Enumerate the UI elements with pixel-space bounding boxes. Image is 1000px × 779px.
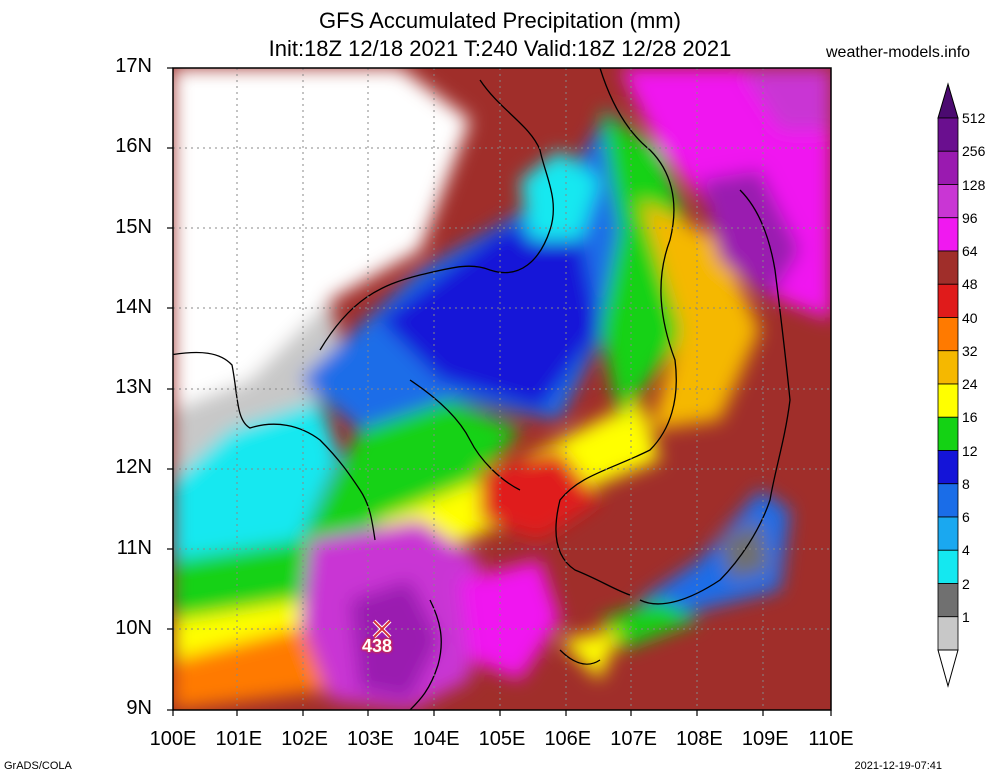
colorbar-swatch (937, 184, 959, 219)
lon-tick-label: 101E (215, 728, 263, 750)
colorbar-label: 128 (962, 176, 986, 193)
footer-left: GrADS/COLA (4, 760, 72, 772)
colorbar-label: 6 (962, 509, 970, 525)
lon-tick-label: 103E (347, 728, 394, 750)
lon-tick-label: 104E (412, 728, 460, 750)
colorbar-swatch (937, 383, 959, 418)
colorbar-swatch (937, 350, 959, 385)
lon-tick-label: 109E (741, 728, 789, 750)
colorbar-swatch (937, 117, 959, 152)
colorbar-label: 48 (962, 276, 978, 293)
colorbar-label: 2 (962, 575, 970, 592)
colorbar-label: 512 (962, 110, 986, 126)
lon-tick-label: 102E (281, 728, 328, 750)
lat-tick-label: 9N (126, 697, 152, 719)
site-credit: weather-models.info (826, 44, 971, 61)
colorbar-label: 96 (962, 209, 978, 226)
footer-timestamp: 2021-12-19-07:41 (854, 760, 942, 772)
colorbar-label: 64 (962, 243, 978, 259)
lat-tick-label: 16N (115, 135, 152, 158)
lat-tick-label: 15N (115, 215, 152, 238)
colorbar-bottom-arrow (937, 649, 959, 688)
map-title: GFS Accumulated Precipitation (mm) (319, 8, 681, 33)
max-value-label: 438 (362, 636, 393, 656)
colorbar-label: 24 (962, 376, 978, 392)
lon-tick-label: 110E (808, 728, 854, 750)
colorbar-swatch (937, 583, 959, 618)
colorbar-label: 32 (962, 342, 978, 359)
colorbar-label: 16 (962, 409, 978, 426)
colorbar-swatch (937, 150, 959, 185)
axis-ticks (167, 67, 832, 716)
colorbar-swatch (937, 283, 959, 318)
lon-tick-label: 105E (478, 728, 526, 750)
coastlines (173, 68, 791, 710)
map-subtitle: Init:18Z 12/18 2021 T:240 Valid:18Z 12/2… (268, 36, 732, 61)
lon-tick-label: 108E (676, 728, 723, 750)
colorbar-swatch (937, 416, 959, 451)
lat-tick-label: 13N (115, 376, 152, 398)
colorbar-swatch (937, 250, 959, 285)
map-grid (173, 68, 831, 710)
colorbar-swatch (937, 317, 959, 352)
colorbar-label: 8 (962, 475, 970, 492)
colorbar-top-arrow (937, 82, 959, 119)
colorbar (937, 82, 959, 688)
lon-tick-label: 100E (149, 728, 197, 750)
colorbar-label: 40 (962, 309, 978, 326)
lat-tick-label: 10N (115, 616, 152, 639)
colorbar-swatch (937, 516, 959, 551)
lat-tick-label: 14N (115, 295, 152, 318)
colorbar-label: 1 (962, 608, 970, 625)
colorbar-label: 4 (962, 542, 970, 559)
lon-tick-label: 106E (544, 728, 592, 750)
lat-tick-label: 11N (116, 536, 152, 559)
lon-tick-label: 107E (610, 728, 657, 750)
colorbar-swatch (937, 217, 959, 252)
colorbar-label: 256 (962, 143, 986, 160)
colorbar-swatch (937, 483, 959, 518)
colorbar-swatch (937, 549, 959, 584)
colorbar-label: 12 (962, 442, 978, 459)
precip-field (173, 68, 831, 710)
colorbar-swatch (937, 450, 959, 485)
lat-tick-label: 12N (115, 456, 152, 479)
colorbar-swatch (937, 616, 959, 651)
lat-tick-label: 17N (115, 55, 152, 77)
